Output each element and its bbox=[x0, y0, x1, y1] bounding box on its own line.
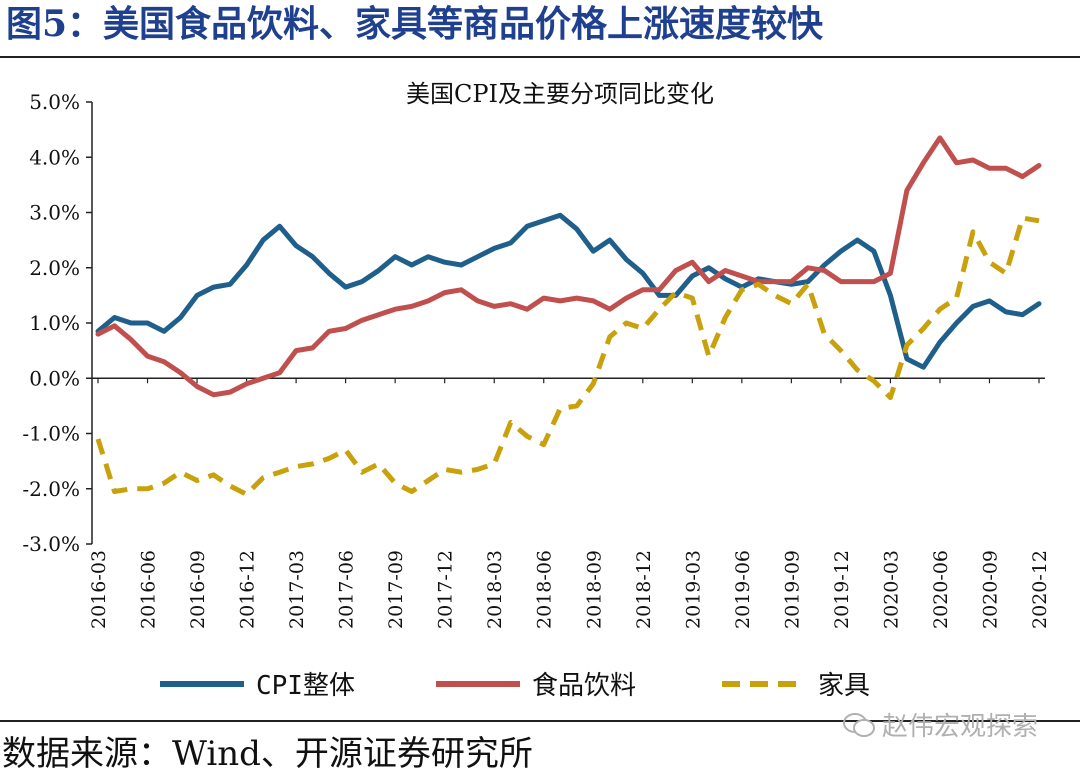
top-rule bbox=[0, 56, 1080, 58]
chat-bubbles-icon bbox=[843, 712, 875, 737]
x-tick-label: 2017-03 bbox=[286, 550, 308, 629]
x-tick-label: 2016-12 bbox=[237, 550, 259, 629]
x-tick-label: 2018-12 bbox=[633, 550, 655, 629]
x-tick-label: 2020-12 bbox=[1029, 550, 1051, 629]
source-note: 数据来源：Wind、开源证券研究所 bbox=[2, 734, 533, 774]
x-tick-label: 2018-06 bbox=[534, 550, 556, 629]
y-tick-label: -1.0% bbox=[22, 422, 80, 446]
y-tick-label: 4.0% bbox=[29, 145, 80, 169]
series-line-1 bbox=[95, 212, 1042, 370]
chart-plot-area bbox=[95, 135, 1042, 497]
chart-legend: CPI整体 食品饮料 家具 bbox=[160, 671, 870, 701]
y-tick-label: 0.0% bbox=[29, 366, 80, 390]
line-chart: 5.0% 4.0% 3.0% 2.0% 1.0% 0.0% -1.0% -2.0% -3.0% 2… bbox=[22, 80, 1051, 701]
x-tick-label: 2017-09 bbox=[385, 550, 407, 629]
x-tick-label: 2018-03 bbox=[484, 550, 506, 629]
y-tick-label: 5.0% bbox=[29, 90, 80, 114]
x-tick-label: 2016-06 bbox=[138, 550, 160, 629]
chart-title: 美国CPI及主要分项同比变化 bbox=[406, 80, 714, 108]
legend-label-1: CPI整体 bbox=[256, 671, 355, 701]
x-tick-label: 2020-09 bbox=[979, 550, 1001, 629]
legend-label-2: 食品饮料 bbox=[532, 671, 636, 701]
x-tick-label: 2016-03 bbox=[88, 550, 110, 629]
x-tick-label: 2020-03 bbox=[880, 550, 902, 629]
x-tick-label: 2019-03 bbox=[682, 550, 704, 629]
y-tick-label: 3.0% bbox=[29, 201, 80, 225]
series-line-2 bbox=[95, 135, 1042, 398]
x-tick-label: 2018-09 bbox=[583, 550, 605, 629]
chart-axes: 5.0% 4.0% 3.0% 2.0% 1.0% 0.0% -1.0% -2.0% -3.0% 2… bbox=[22, 90, 1051, 629]
x-tick-label: 2016-09 bbox=[187, 550, 209, 629]
bottom-rule bbox=[0, 720, 1080, 722]
y-tick-label: -3.0% bbox=[22, 532, 80, 556]
y-tick-label: 2.0% bbox=[29, 256, 80, 280]
x-tick-label: 2020-06 bbox=[930, 550, 952, 629]
x-tick-label: 2019-12 bbox=[831, 550, 853, 629]
y-tick-label: -2.0% bbox=[22, 477, 80, 501]
figure-title: 图5：美国食品饮料、家具等商品价格上涨速度较快 bbox=[6, 3, 824, 45]
watermark-text: 赵伟宏观探索 bbox=[882, 712, 1039, 742]
x-tick-label: 2017-06 bbox=[336, 550, 358, 629]
x-tick-label: 2017-12 bbox=[435, 550, 457, 629]
x-tick-label: 2019-06 bbox=[732, 550, 754, 629]
y-tick-label: 1.0% bbox=[29, 311, 80, 335]
legend-label-3: 家具 bbox=[818, 671, 870, 701]
series-line-3 bbox=[95, 215, 1040, 497]
watermark: 赵伟宏观探索 bbox=[842, 706, 1038, 743]
x-tick-label: 2019-09 bbox=[781, 550, 803, 629]
